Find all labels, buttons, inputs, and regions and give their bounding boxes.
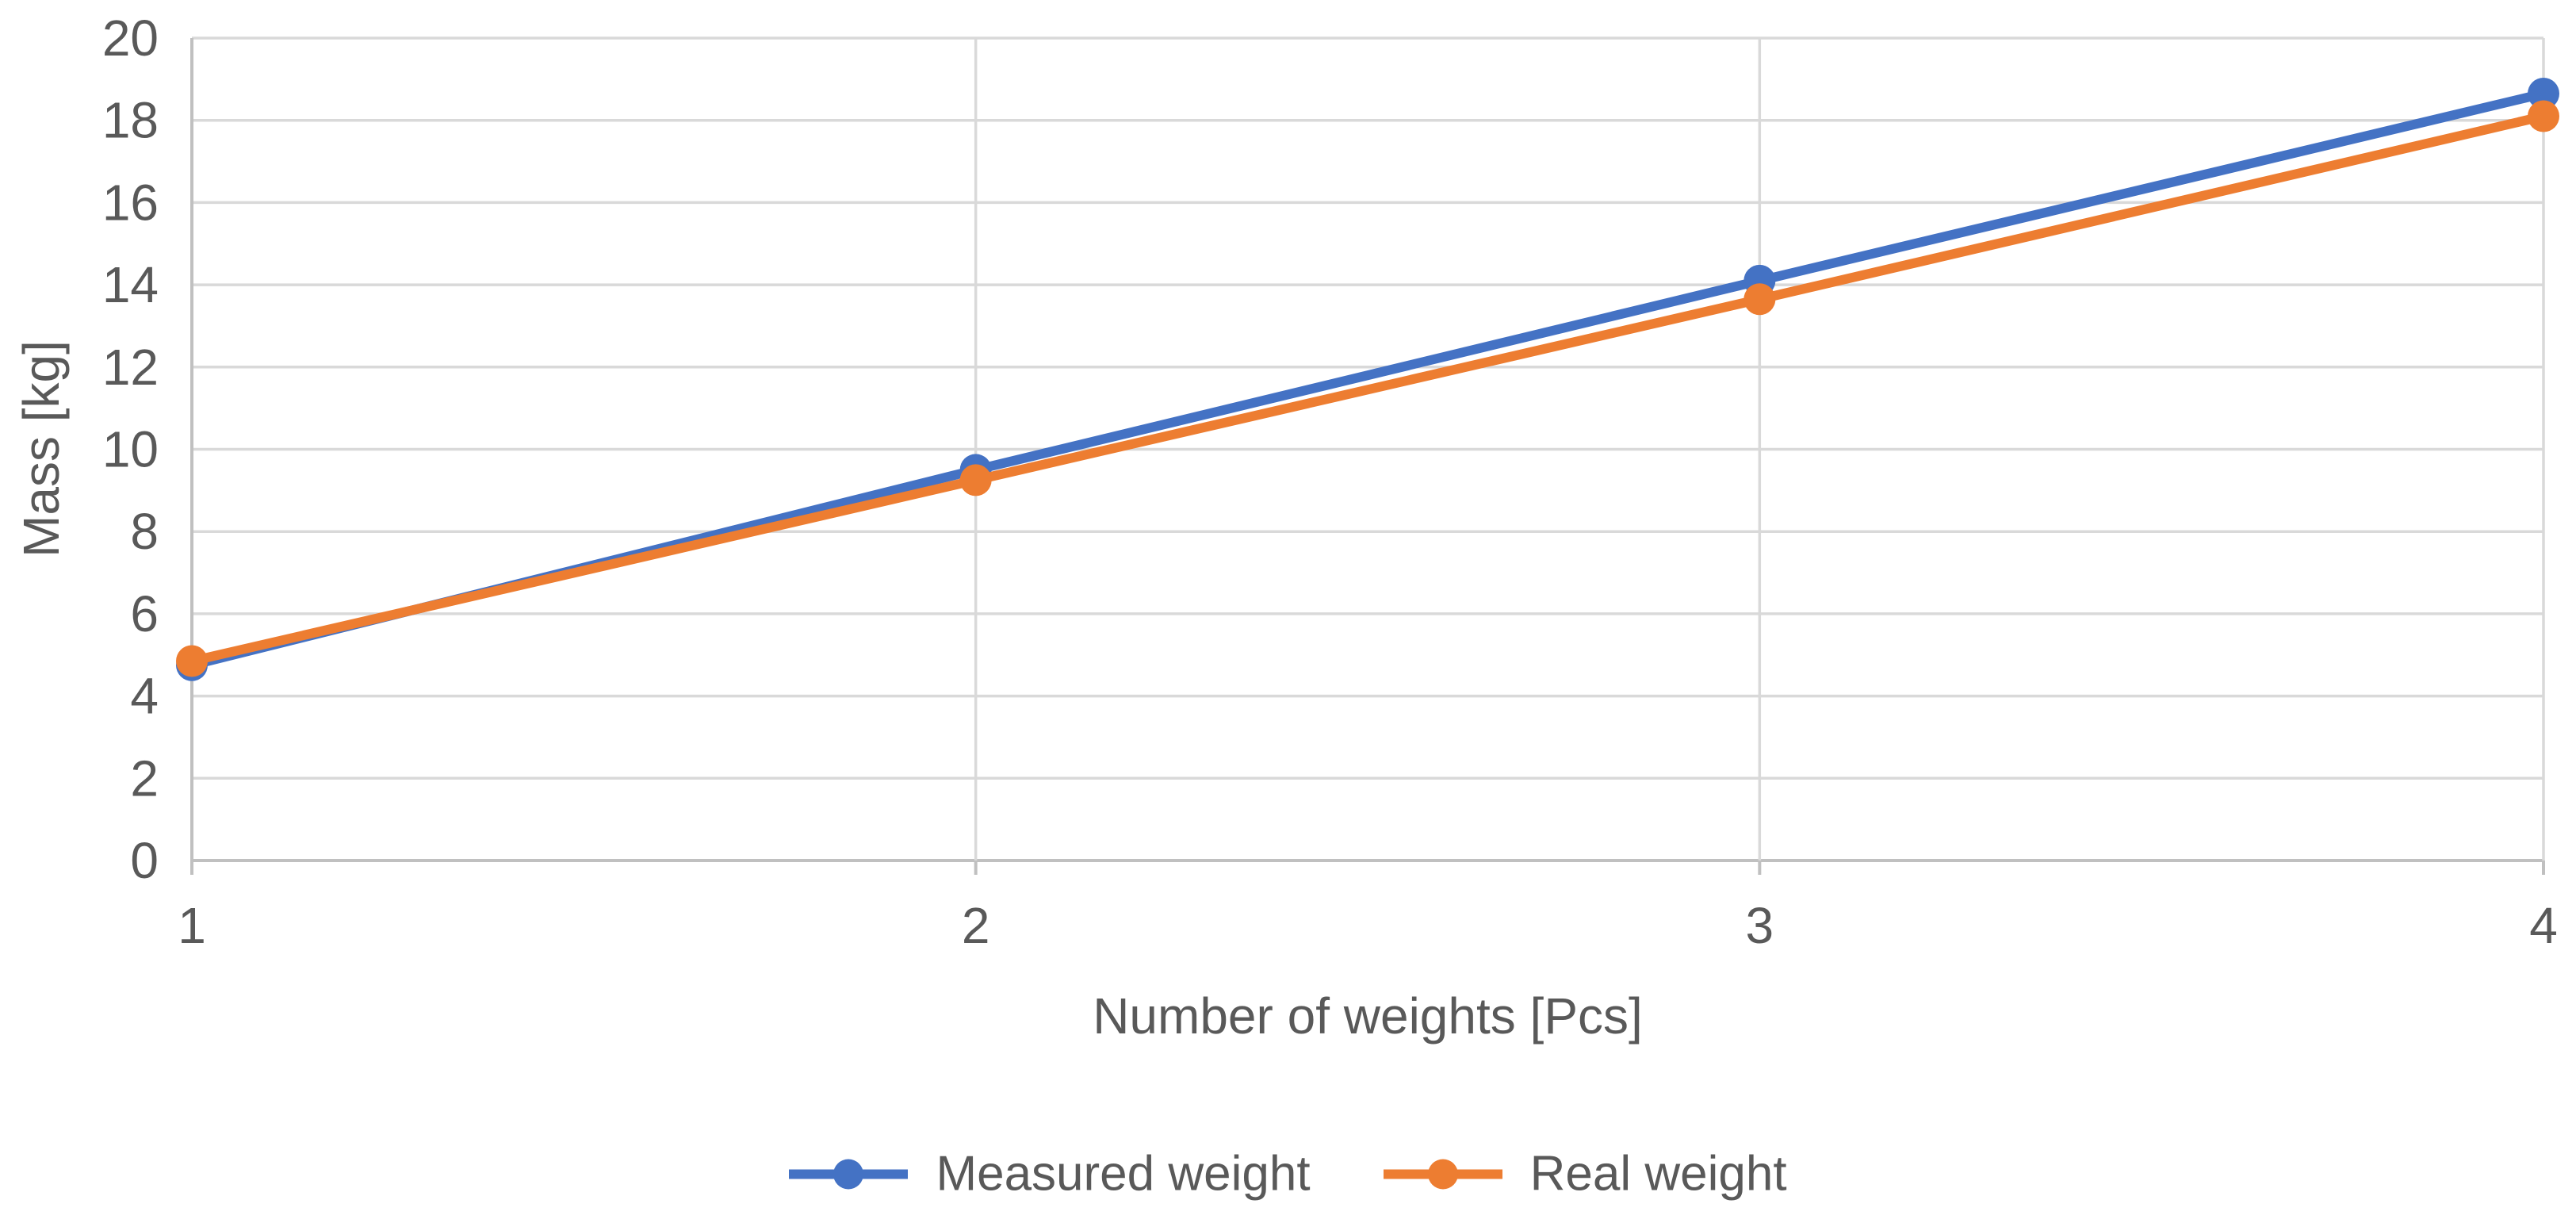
y-tick-label: 10 bbox=[102, 421, 159, 478]
data-point-measured-weight bbox=[2528, 77, 2559, 109]
y-tick-label: 14 bbox=[102, 256, 159, 313]
x-tick-label: 3 bbox=[1746, 897, 1774, 954]
x-tick-label: 2 bbox=[962, 897, 990, 954]
y-tick-label: 0 bbox=[130, 832, 159, 889]
legend-item-real-weight: Real weight bbox=[1383, 1146, 1787, 1202]
legend-label-measured: Measured weight bbox=[936, 1146, 1311, 1202]
x-tick-label: 1 bbox=[178, 897, 206, 954]
y-tick-label: 2 bbox=[130, 749, 159, 807]
legend-marker-measured-icon bbox=[789, 1159, 909, 1189]
legend-item-measured-weight: Measured weight bbox=[789, 1146, 1311, 1202]
y-tick-label: 8 bbox=[130, 503, 159, 560]
data-point-real-weight bbox=[959, 464, 992, 496]
legend-marker-real-icon bbox=[1383, 1159, 1502, 1189]
y-tick-label: 4 bbox=[130, 668, 159, 725]
y-tick-label: 16 bbox=[102, 174, 159, 231]
data-point-real-weight bbox=[2528, 100, 2559, 132]
y-tick-label: 20 bbox=[102, 10, 159, 67]
legend-label-real: Real weight bbox=[1529, 1146, 1787, 1202]
data-point-real-weight bbox=[176, 645, 208, 677]
y-axis-title: Mass [kg] bbox=[13, 340, 70, 558]
y-tick-label: 12 bbox=[102, 339, 159, 396]
y-tick-label: 18 bbox=[102, 92, 159, 149]
y-tick-label: 6 bbox=[130, 585, 159, 642]
series-line-real-weight bbox=[187, 111, 2548, 666]
legend: Measured weight Real weight bbox=[0, 1146, 2576, 1202]
x-tick-label: 4 bbox=[2529, 897, 2558, 954]
data-point-real-weight bbox=[1743, 283, 1776, 316]
x-axis-title: Number of weights [Pcs] bbox=[1093, 987, 1643, 1045]
